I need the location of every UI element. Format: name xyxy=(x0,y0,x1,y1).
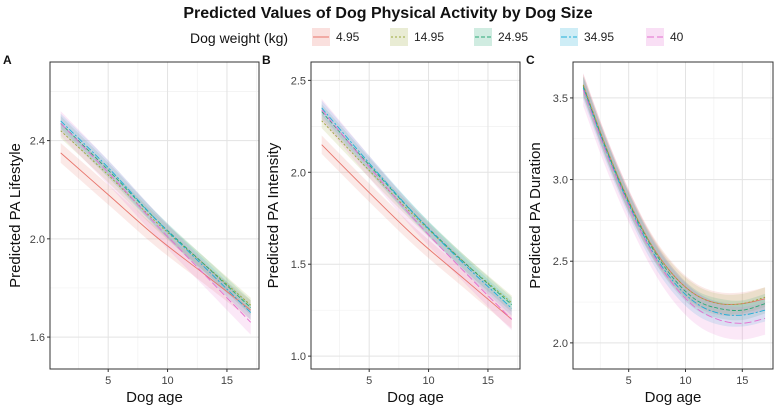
x-tick-label: 10 xyxy=(422,375,434,387)
x-axis-title: Dog age xyxy=(126,389,183,406)
panel-b: B 5 10 15 1.0 1.5 2.0 2.5 Dog age Predicted PA In… xyxy=(262,53,521,406)
y-tick-label: 3.5 xyxy=(553,93,568,105)
x-tick-label: 10 xyxy=(679,375,691,387)
y-tick-label: 1.0 xyxy=(291,351,306,363)
series-line-14-95 xyxy=(60,130,251,306)
gridlines xyxy=(573,62,773,369)
series-line-34-95 xyxy=(60,120,252,313)
ci-band-4-95 xyxy=(60,143,251,320)
legend-item: 40 xyxy=(646,28,684,46)
series-line-24-95 xyxy=(582,86,766,311)
panel-c: C 5 10 15 2.0 2.5 3.0 3.5 Dog age Predicted PA Du… xyxy=(526,53,774,406)
panel-a: A 5 10 15 1.6 2.0 2.4 Dog age Predicted PA Lifes… xyxy=(3,53,260,406)
y-tick-label: 2.4 xyxy=(30,136,45,148)
series-line-14-95 xyxy=(582,84,766,306)
ci-band-4-95 xyxy=(583,73,766,316)
panel-tag: A xyxy=(3,53,12,67)
y-tick-label: 2.0 xyxy=(291,167,306,179)
y-tick-label: 3.0 xyxy=(553,175,568,187)
y-tick-label: 1.6 xyxy=(30,332,45,344)
legend-swatch xyxy=(646,28,664,46)
series-layer xyxy=(60,111,252,335)
legend-label: 34.95 xyxy=(584,30,614,44)
legend-label: 4.95 xyxy=(336,30,360,44)
ci-band-24-95 xyxy=(321,104,512,313)
y-axis-title: Predicted PA Lifestyle xyxy=(7,143,24,288)
y-tick-label: 2.5 xyxy=(291,75,306,87)
y-tick-label: 1.5 xyxy=(291,259,306,271)
legend-label: 24.95 xyxy=(498,30,528,44)
series-line-40 xyxy=(321,109,513,320)
ci-band-24-95 xyxy=(60,116,251,315)
series-line-34-95 xyxy=(582,87,766,316)
legend-item: 34.95 xyxy=(560,28,614,46)
x-tick-label: 5 xyxy=(366,375,372,387)
legend-item: 14.95 xyxy=(390,28,444,46)
y-tick-label: 2.0 xyxy=(30,234,45,246)
x-axis-title: Dog age xyxy=(645,389,702,406)
legend-title: Dog weight (kg) xyxy=(190,30,288,46)
gridlines xyxy=(50,62,259,369)
legend-item: 4.95 xyxy=(312,28,360,46)
ci-band-24-95 xyxy=(583,76,766,321)
ci-band-14-95 xyxy=(321,113,512,311)
figure-title: Predicted Values of Dog Physical Activit… xyxy=(183,5,592,22)
gridlines xyxy=(311,62,520,369)
x-tick-label: 15 xyxy=(482,375,494,387)
series-layer xyxy=(582,73,766,340)
x-axis-title: Dog age xyxy=(387,389,444,406)
y-axis-title: Predicted PA Intensity xyxy=(265,142,282,288)
legend-item: 24.95 xyxy=(474,28,528,46)
legend: Dog weight (kg) 4.95 14.95 24.95 34.95 40 xyxy=(190,28,684,46)
y-axis-title: Predicted PA Duration xyxy=(527,142,544,288)
ci-band-34-95 xyxy=(583,76,766,327)
x-tick-label: 15 xyxy=(221,375,233,387)
ci-band-40 xyxy=(321,98,512,331)
x-tick-label: 10 xyxy=(161,375,173,387)
series-layer xyxy=(321,98,513,331)
plot-area xyxy=(573,62,773,369)
series-line-4-95 xyxy=(321,144,512,320)
legend-label: 14.95 xyxy=(414,30,444,44)
ci-band-4-95 xyxy=(321,135,512,329)
ci-band-34-95 xyxy=(60,113,251,320)
legend-label: 40 xyxy=(670,30,684,44)
plot-area xyxy=(50,62,259,369)
y-tick-label: 2.5 xyxy=(553,256,568,268)
x-tick-label: 5 xyxy=(105,375,111,387)
panel-tag: C xyxy=(526,53,535,67)
ci-band-14-95 xyxy=(583,75,766,315)
x-tick-label: 15 xyxy=(736,375,748,387)
ci-band-40 xyxy=(583,73,766,340)
series-line-4-95 xyxy=(60,152,251,311)
panel-tag: B xyxy=(262,53,271,67)
panel-border xyxy=(572,61,774,370)
x-tick-label: 5 xyxy=(626,375,632,387)
series-line-40 xyxy=(582,89,766,324)
panel-border xyxy=(49,61,260,370)
y-tick-label: 2.0 xyxy=(553,338,568,350)
panel-border xyxy=(310,61,521,370)
ci-band-40 xyxy=(60,111,251,335)
series-line-34-95 xyxy=(321,107,512,309)
series-line-40 xyxy=(60,123,252,323)
